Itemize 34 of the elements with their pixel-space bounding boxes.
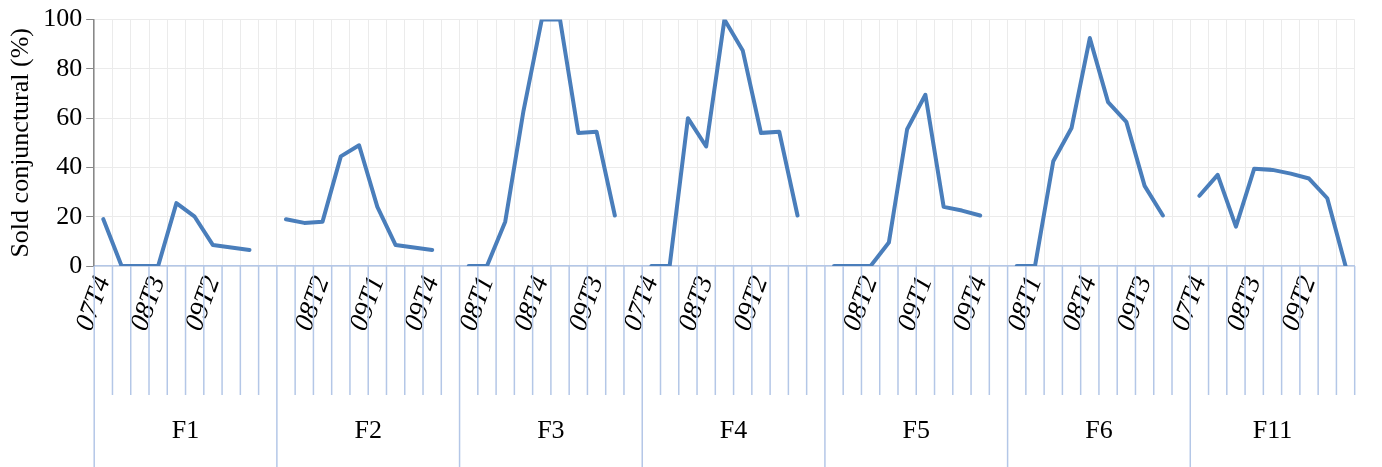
- x-tick-label: 09T3: [1109, 271, 1157, 335]
- text: F5: [902, 414, 930, 444]
- text: F6: [1085, 414, 1113, 444]
- x-tick-label: 07T4: [1164, 271, 1212, 335]
- x-tick-label: 08T3: [671, 271, 719, 335]
- x-tick-label: 07T4: [616, 271, 664, 335]
- x-tick-label: 09T4: [945, 271, 993, 335]
- y-tick-label: 100: [43, 3, 83, 33]
- x-tick-label: 08T3: [1219, 271, 1267, 335]
- y-tick-label: 20: [56, 200, 83, 230]
- x-tick-label: 09T4: [397, 271, 445, 335]
- text: F1: [171, 414, 200, 444]
- x-tick-label: 09T1: [890, 271, 938, 335]
- x-tick-label: 08T1: [452, 271, 500, 335]
- text: F3: [537, 414, 565, 444]
- x-tick-label: 08T4: [1054, 271, 1103, 335]
- x-tick-label: 08T4: [506, 271, 555, 335]
- text: F11: [1252, 414, 1293, 444]
- x-tick-label: 09T3: [561, 271, 609, 335]
- x-tick-label: 08T3: [123, 271, 171, 335]
- x-tick-label: 09T1: [342, 271, 390, 335]
- x-tick-label: 08T2: [835, 271, 883, 335]
- y-tick-label: 80: [56, 52, 83, 82]
- x-tick-label: 09T2: [726, 271, 774, 335]
- y-axis-title: Sold conjunctural (%): [5, 28, 35, 258]
- x-tick-label: 08T1: [1000, 271, 1048, 335]
- x-tick-label: 08T2: [287, 271, 335, 335]
- x-tick-label: 09T2: [1274, 271, 1322, 335]
- y-tick-label: 40: [56, 151, 83, 181]
- y-tick-label: 0: [69, 249, 83, 279]
- y-tick-label: 60: [56, 101, 83, 131]
- x-tick-label: 09T2: [178, 271, 226, 335]
- text: F4: [719, 414, 748, 444]
- text: F2: [354, 414, 382, 444]
